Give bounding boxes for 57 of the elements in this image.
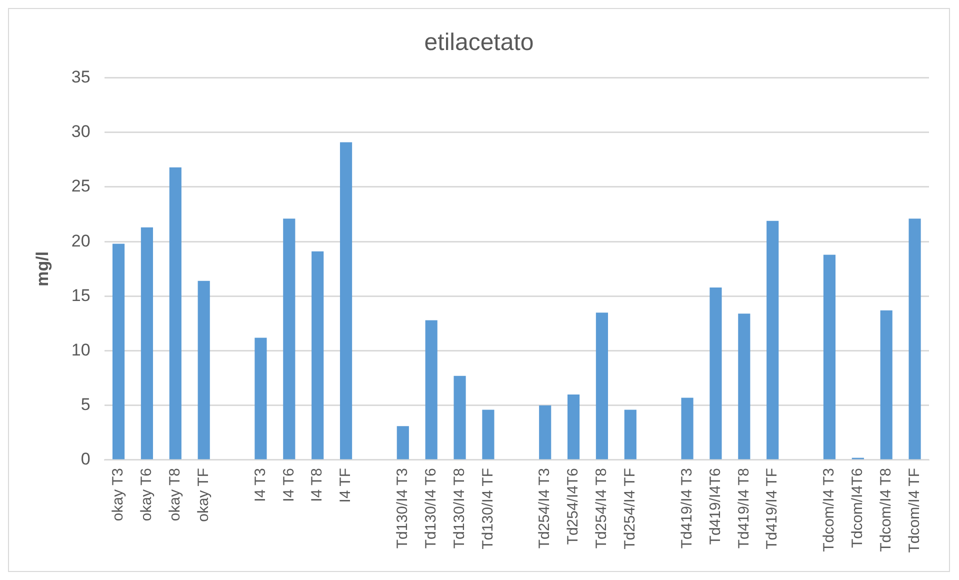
x-tick-label: I4 TF (337, 468, 354, 503)
x-tick-label: Td419/I4 TF (764, 468, 781, 550)
bar (482, 410, 494, 460)
bar (567, 394, 580, 460)
x-tick-label: Td419/I4 T8 (735, 468, 752, 549)
y-tick-label: 15 (71, 286, 90, 305)
y-tick-label: 30 (71, 122, 90, 142)
bar (312, 251, 324, 460)
bar (738, 314, 750, 460)
y-tick-label: 5 (80, 395, 90, 414)
x-tick-label: Td130/I4 T6 (422, 468, 440, 549)
x-tick-label: okay T6 (138, 468, 156, 522)
x-tick-label: I4 T6 (280, 468, 298, 502)
x-tick-label: okay T3 (110, 468, 127, 522)
x-tick-label: Td130/I4 TF (479, 468, 496, 550)
bar (766, 220, 779, 460)
bar (140, 227, 154, 460)
y-tick-label: 10 (71, 340, 90, 360)
y-tick-label: 35 (71, 67, 90, 86)
bar (681, 398, 694, 460)
x-tick-label: Td254/I4 T3 (536, 468, 554, 549)
bar (396, 426, 409, 460)
x-tick-label: Tdcom/I4 T3 (820, 468, 838, 552)
bar (169, 167, 182, 460)
bar (596, 312, 608, 460)
bar (539, 405, 552, 460)
x-tick-label: I4 T3 (252, 468, 269, 502)
x-tick-label: Tdcom/I4T6 (849, 468, 866, 548)
y-tick-label: 0 (80, 450, 90, 469)
bar (340, 142, 352, 460)
bar (823, 254, 836, 460)
x-tick-label: okay T8 (166, 468, 184, 522)
x-tick-label: Td130/I4 T8 (450, 468, 468, 549)
bar (454, 376, 466, 460)
chart-title: etilacetato (424, 29, 534, 56)
bar (198, 280, 210, 460)
bar (112, 244, 125, 460)
bar (880, 310, 892, 460)
bar (283, 218, 296, 460)
bar (254, 338, 267, 460)
bar (624, 410, 636, 460)
x-tick-label: okay TF (194, 468, 212, 522)
bar (710, 287, 722, 460)
x-tick-label: I4 T8 (308, 468, 326, 502)
y-tick-label: 20 (71, 231, 90, 250)
x-tick-label: Td254/I4T6 (564, 468, 582, 545)
bar (908, 218, 921, 460)
x-tick-label: Td130/I4 T3 (394, 468, 412, 549)
bar (425, 320, 438, 460)
x-tick-label: Td254/I4 T8 (593, 468, 610, 549)
x-tick-label: Td419/I4 T3 (678, 468, 696, 549)
y-axis-title: mg/l (32, 251, 52, 286)
x-tick-label: Tdcom/I4 TF (906, 468, 923, 553)
x-tick-label: Tdcom/I4 T8 (877, 468, 894, 552)
x-tick-label: Td254/I4 TF (622, 468, 639, 550)
y-tick-label: 25 (71, 176, 90, 196)
x-tick-label: Td419/I4T6 (706, 468, 724, 545)
